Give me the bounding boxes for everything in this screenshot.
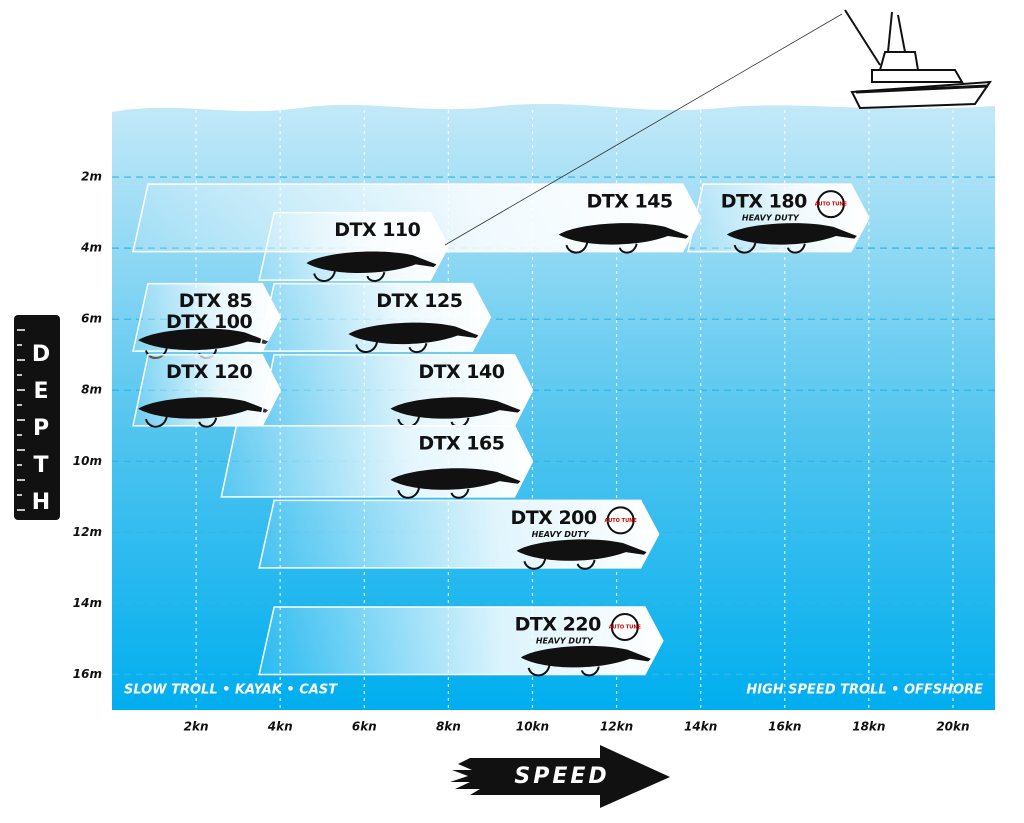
lure-hooks — [733, 242, 806, 254]
lure-name: DTX 145 — [587, 191, 673, 213]
footer-right: HIGH SPEED TROLL • OFFSHORE — [746, 683, 983, 698]
x-tick-label: 10kn — [516, 720, 549, 734]
lure-silhouette — [558, 223, 689, 245]
lure-name: DTX 165 — [418, 432, 504, 454]
x-tick-label: 16kn — [768, 720, 801, 734]
lure-hooks — [397, 487, 470, 499]
depth-ruler: DEPTH — [14, 315, 60, 527]
fishing-line — [444, 13, 843, 246]
lure-hooks — [313, 270, 386, 282]
y-tick-label: 14m — [73, 596, 102, 610]
lure-name: DTX 100 — [166, 311, 252, 333]
y-tick-label: 2m — [81, 170, 102, 184]
lure-name: DTX 140 — [418, 361, 504, 383]
x-axis-label: SPEED — [514, 764, 609, 789]
lure-name: DTX 110 — [334, 219, 420, 241]
lure-subtitle: HEAVY DUTY — [742, 214, 800, 223]
lure-silhouette — [138, 328, 269, 351]
speed-arrow: SPEED — [450, 745, 670, 808]
badge-ring — [606, 506, 635, 535]
lure-band-group: DTX 125 — [258, 282, 492, 354]
x-tick-label: 14kn — [684, 720, 717, 734]
y-tick-label: 8m — [81, 383, 102, 397]
x-tick-label: 8kn — [436, 720, 461, 734]
y-tick-label: 12m — [73, 525, 102, 539]
lure-silhouette — [390, 468, 521, 490]
lure-name: DTX 180 — [721, 191, 807, 213]
lure-silhouette — [348, 322, 479, 345]
lure-band-group: DTX 110 — [258, 211, 450, 282]
y-tick-label: 6m — [81, 312, 102, 326]
lure-silhouette — [520, 645, 651, 668]
lure-hooks — [145, 416, 218, 428]
lure-subtitle: HEAVY DUTY — [532, 530, 590, 539]
y-axis-label: DEPTH — [29, 342, 54, 527]
badge: AUTO TUNE — [815, 202, 848, 208]
x-tick-label: 6kn — [352, 720, 377, 734]
y-tick-label: 10m — [73, 454, 102, 468]
x-tick-label: 20kn — [936, 720, 969, 734]
lure-name: DTX 85 — [179, 290, 252, 312]
lure-hooks — [523, 558, 596, 570]
lure-silhouette — [306, 251, 437, 274]
lure-hooks — [527, 664, 600, 677]
y-tick-label: 16m — [73, 667, 102, 681]
lure-band-group: DTX 140 — [258, 353, 534, 428]
x-tick-label: 2kn — [184, 720, 209, 734]
lure-name: DTX 200 — [510, 507, 596, 529]
lure-subtitle: HEAVY DUTY — [536, 636, 594, 645]
badge: AUTO TUNE — [604, 518, 637, 524]
badge-ring — [610, 612, 639, 641]
lure-name: DTX 120 — [166, 361, 252, 383]
lure-name: DTX 125 — [376, 290, 462, 312]
lure-silhouette — [516, 539, 647, 561]
lure-silhouette — [726, 223, 857, 245]
lure-hooks — [355, 341, 428, 354]
lure-band-group: DTX 120 — [132, 353, 282, 428]
x-tick-label: 12kn — [600, 720, 633, 734]
y-tick-label: 4m — [80, 241, 102, 255]
x-tick-label: 18kn — [852, 720, 885, 734]
lure-band-group: DTX 165 — [220, 425, 534, 499]
badge-ring — [816, 190, 845, 219]
lure-silhouette — [138, 397, 269, 419]
lure-silhouette — [390, 397, 521, 419]
x-tick-label: 4kn — [267, 720, 293, 734]
lure-name: DTX 220 — [515, 613, 601, 635]
lure-hooks — [565, 242, 638, 254]
footer-left: SLOW TROLL • KAYAK • CAST — [124, 683, 338, 698]
badge: AUTO TUNE — [609, 624, 642, 630]
boat — [844, 9, 992, 110]
